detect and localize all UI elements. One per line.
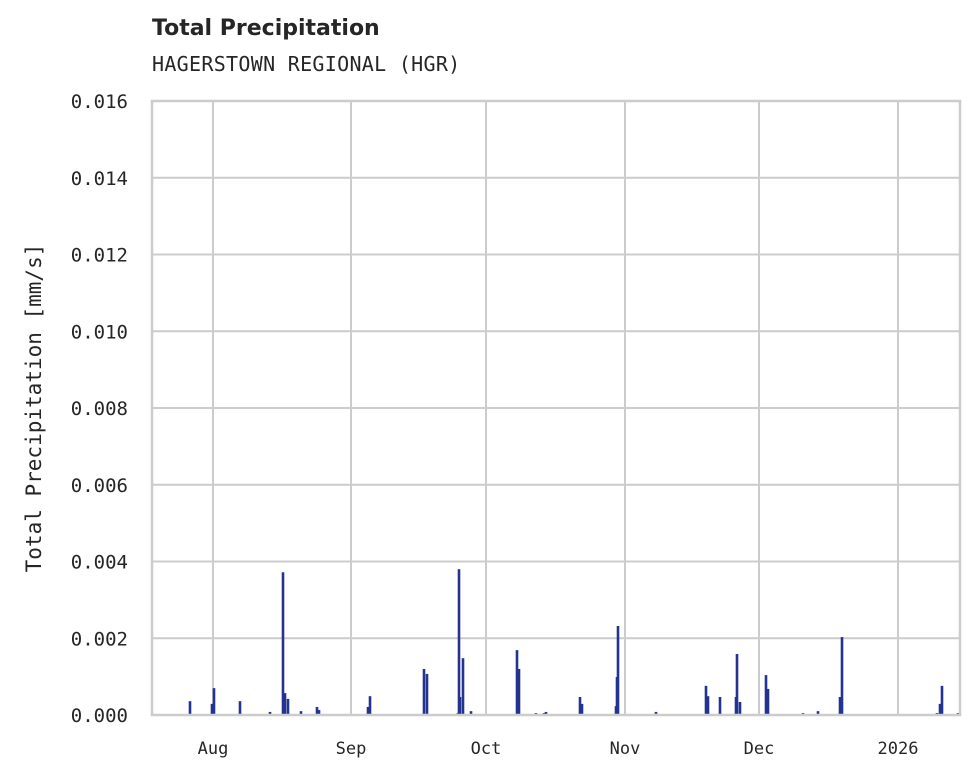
precip-bar bbox=[299, 711, 303, 715]
precip-bar bbox=[458, 696, 462, 715]
precip-bar bbox=[469, 711, 473, 715]
precip-bar bbox=[281, 572, 285, 715]
precip-bar bbox=[838, 696, 842, 715]
y-tick-label: 0.006 bbox=[71, 475, 128, 497]
x-tick-label: 2026 bbox=[878, 739, 919, 759]
precip-bar bbox=[654, 711, 658, 715]
precip-bar bbox=[366, 706, 370, 715]
y-tick-label: 0.008 bbox=[71, 398, 128, 420]
x-tick-label: Aug bbox=[198, 739, 229, 759]
precip-bar bbox=[515, 650, 519, 715]
precip-bar bbox=[368, 696, 372, 715]
plot-frame bbox=[150, 99, 962, 717]
precip-bar bbox=[315, 706, 319, 715]
y-axis-label: Total Precipitation [mm/s] bbox=[22, 244, 46, 573]
x-tick-label: Dec bbox=[744, 739, 775, 759]
precip-bar bbox=[283, 693, 287, 715]
precipitation-bars bbox=[188, 569, 960, 715]
precip-bar bbox=[188, 701, 192, 715]
y-axis-ticks: 0.000 0.002 0.004 0.006 0.008 0.010 0.012 0.014… bbox=[71, 91, 128, 727]
precip-bar bbox=[268, 711, 272, 715]
precip-bar bbox=[461, 658, 465, 715]
precip-bar bbox=[238, 701, 242, 715]
precip-bar bbox=[317, 710, 321, 715]
x-tick-label: Sep bbox=[336, 739, 367, 759]
precip-bar bbox=[517, 668, 521, 715]
y-tick-label: 0.004 bbox=[71, 552, 128, 574]
precip-bar bbox=[940, 685, 944, 715]
precip-bar bbox=[616, 625, 620, 715]
x-tick-label: Oct bbox=[471, 739, 502, 759]
precip-bar bbox=[718, 696, 722, 715]
y-tick-label: 0.012 bbox=[71, 245, 128, 267]
precip-bar bbox=[735, 653, 739, 715]
precip-bar bbox=[816, 711, 820, 715]
x-axis-ticks: Aug Sep Oct Nov Dec 2026 bbox=[198, 739, 919, 759]
y-tick-label: 0.016 bbox=[71, 91, 128, 113]
y-tick-label: 0.014 bbox=[71, 168, 128, 190]
precip-bar bbox=[938, 703, 942, 715]
precip-bar bbox=[544, 711, 548, 715]
y-tick-label: 0.010 bbox=[71, 321, 128, 343]
precip-bar bbox=[840, 637, 844, 715]
grid-lines bbox=[152, 100, 960, 716]
precip-bar bbox=[286, 698, 290, 715]
precip-bar bbox=[704, 685, 708, 715]
y-tick-label: 0.000 bbox=[71, 705, 128, 727]
chart-title: Total Precipitation bbox=[152, 16, 380, 41]
precip-bar bbox=[578, 696, 582, 715]
precip-bar bbox=[425, 673, 429, 715]
precip-bar bbox=[212, 688, 216, 715]
precip-bar bbox=[580, 703, 584, 715]
precip-bar bbox=[457, 569, 461, 715]
precip-bar bbox=[422, 668, 426, 715]
precip-bar bbox=[706, 696, 710, 715]
precip-bar bbox=[738, 701, 742, 715]
precip-bar bbox=[210, 703, 214, 715]
y-tick-label: 0.002 bbox=[71, 628, 128, 650]
chart-subtitle: HAGERSTOWN REGIONAL (HGR) bbox=[152, 52, 461, 76]
precip-bar bbox=[766, 688, 770, 715]
x-tick-label: Nov bbox=[610, 739, 641, 759]
precip-bar bbox=[764, 675, 768, 715]
